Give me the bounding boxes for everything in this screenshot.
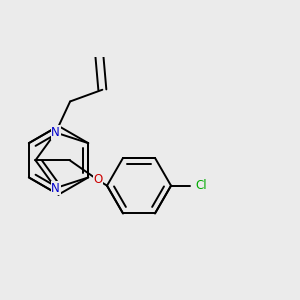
Text: N: N [51, 182, 60, 194]
Text: Cl: Cl [196, 179, 207, 192]
Text: O: O [93, 173, 103, 187]
Text: N: N [51, 126, 60, 139]
